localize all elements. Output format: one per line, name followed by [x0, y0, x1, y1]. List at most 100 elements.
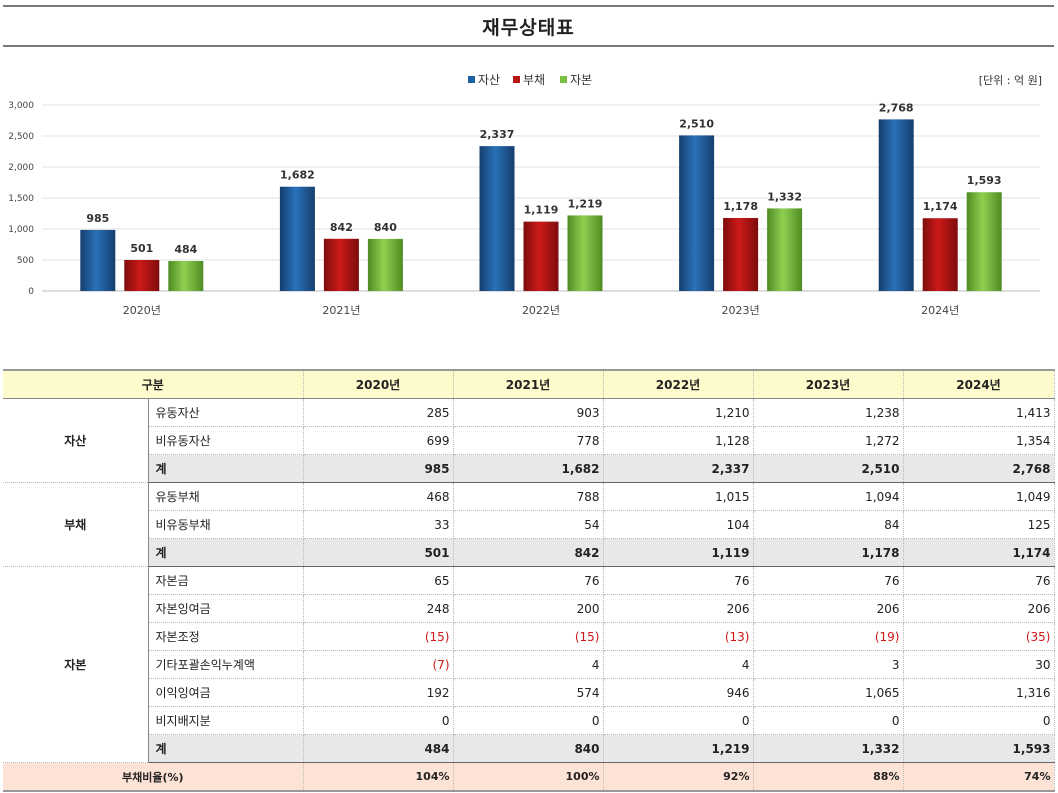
page-title: 재무상태표: [482, 16, 575, 39]
table-row: 비유동자산 699 778 1,128 1,272 1,354: [3, 426, 1055, 455]
row-label: 부채비율(%): [3, 762, 304, 792]
value-cell: 76: [753, 566, 904, 595]
value-cell: 1,119: [603, 538, 754, 567]
row-label: 비유동부채: [148, 510, 304, 539]
row-label: 비지배지분: [148, 706, 304, 735]
x-tick-label: 2023년: [722, 304, 760, 317]
x-axis: 2020년 2021년 2022년 2023년 2024년: [123, 304, 960, 317]
value-cell: 0: [453, 706, 604, 735]
data-label: 1,332: [767, 190, 802, 203]
data-label: 1,178: [723, 200, 758, 213]
row-label: 유동자산: [148, 398, 304, 427]
header-cell: 2023년: [753, 369, 904, 399]
financial-table: 구분 2020년 2021년 2022년 2023년 2024년 자산 유동자산 285 903 1…: [3, 369, 1055, 792]
x-tick-label: 2022년: [522, 304, 560, 317]
value-cell: 206: [753, 594, 904, 623]
row-label: 계: [148, 538, 304, 567]
value-cell: 468: [303, 482, 454, 511]
value-cell: 3: [753, 650, 904, 679]
header-cell: 2022년: [603, 369, 754, 399]
value-cell: (35): [903, 622, 1055, 651]
y-tick-label: 3,000: [8, 101, 34, 111]
value-cell: (7): [303, 650, 454, 679]
value-cell: 699: [303, 426, 454, 455]
legend-label: 자본: [570, 73, 592, 87]
value-cell: 840: [453, 734, 604, 763]
data-label: 2,337: [480, 128, 515, 141]
value-cell: (15): [453, 622, 604, 651]
value-cell: 74%: [903, 762, 1055, 792]
title-bar: 재무상태표: [3, 5, 1054, 47]
unit-label: [단위 : 억 원]: [979, 74, 1042, 87]
chart-bars: 985 501 484 1,682 842 840 2,337 1,119 1,219 2,510…: [80, 101, 1002, 291]
group-label: 자산: [3, 398, 149, 483]
y-tick-label: 500: [17, 256, 34, 266]
value-cell: 248: [303, 594, 454, 623]
bar-부채-2022년: [523, 221, 559, 291]
value-cell: 2,337: [603, 454, 754, 483]
row-label: 자본금: [148, 566, 304, 595]
data-label: 1,593: [967, 174, 1002, 187]
value-cell: 0: [753, 706, 904, 735]
y-tick-label: 1,000: [8, 225, 34, 235]
data-label: 484: [174, 243, 197, 256]
bar-자산-2021년: [279, 186, 315, 291]
value-cell: 206: [903, 594, 1055, 623]
value-cell: 1,593: [903, 734, 1055, 763]
value-cell: 1,128: [603, 426, 754, 455]
value-cell: 0: [903, 706, 1055, 735]
bar-자산-2022년: [479, 146, 515, 291]
bar-부채-2020년: [124, 259, 160, 291]
value-cell: 4: [603, 650, 754, 679]
legend-swatch: [468, 76, 475, 83]
value-cell: 200: [453, 594, 604, 623]
y-tick-label: 1,500: [8, 194, 34, 204]
x-tick-label: 2020년: [123, 304, 161, 317]
value-cell: 4: [453, 650, 604, 679]
value-cell: 1,272: [753, 426, 904, 455]
value-cell: 1,354: [903, 426, 1055, 455]
data-label: 1,219: [568, 197, 603, 210]
table-row: 자본 자본금 65 76 76 76 76: [3, 566, 1055, 763]
bar-자본-2020년: [168, 260, 204, 291]
value-cell: 1,174: [903, 538, 1055, 567]
y-tick-label: 2,000: [8, 163, 34, 173]
row-label: 자본잉여금: [148, 594, 304, 623]
data-label: 1,682: [280, 169, 315, 182]
legend-swatch: [513, 76, 520, 83]
value-cell: 2,510: [753, 454, 904, 483]
table-row: 계 484 840 1,219 1,332 1,593: [3, 734, 1055, 763]
table-row: 비지배지분 0 0 0 0 0: [3, 706, 1055, 735]
value-cell: 104%: [303, 762, 454, 792]
legend-swatch: [560, 76, 567, 83]
table-row: 기타포괄손익누계액 (7) 4 4 3 30: [3, 650, 1055, 679]
value-cell: 946: [603, 678, 754, 707]
value-cell: 1,094: [753, 482, 904, 511]
data-label: 985: [86, 212, 109, 225]
chart-legend: 자산 부채 자본: [468, 73, 592, 87]
bar-부채-2023년: [723, 217, 759, 291]
value-cell: 206: [603, 594, 754, 623]
bar-chart: 0 500 1,000 1,500 2,000 2,500 3,000 985 501 484 1…: [8, 73, 1042, 317]
data-label: 842: [330, 221, 353, 234]
value-cell: 1,682: [453, 454, 604, 483]
value-cell: 285: [303, 398, 454, 427]
value-cell: 1,238: [753, 398, 904, 427]
table-row: 계 985 1,682 2,337 2,510 2,768: [3, 454, 1055, 483]
table-row: 부채 유동부채 468 788 1,015 1,094 1,049: [3, 482, 1055, 567]
legend-label: 자산: [478, 73, 500, 87]
header-cell: 2024년: [903, 369, 1055, 399]
value-cell: 76: [903, 566, 1055, 595]
bar-자본-2021년: [367, 238, 403, 291]
value-cell: 985: [303, 454, 454, 483]
bar-자본-2024년: [966, 192, 1002, 291]
value-cell: 100%: [453, 762, 604, 792]
value-cell: 125: [903, 510, 1055, 539]
value-cell: 1,332: [753, 734, 904, 763]
value-cell: 1,413: [903, 398, 1055, 427]
table-row: 비유동부채 33 54 104 84 125: [3, 510, 1055, 539]
data-label: 1,174: [923, 200, 958, 213]
value-cell: 30: [903, 650, 1055, 679]
data-label: 2,768: [879, 101, 914, 114]
value-cell: 1,210: [603, 398, 754, 427]
